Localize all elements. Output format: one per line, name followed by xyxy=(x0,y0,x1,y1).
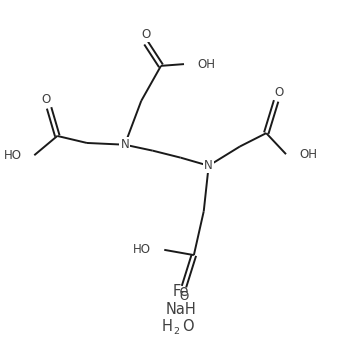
Text: H: H xyxy=(161,319,173,334)
Text: HO: HO xyxy=(133,244,150,256)
Text: O: O xyxy=(182,319,194,334)
Text: O: O xyxy=(179,290,189,303)
Text: N: N xyxy=(120,138,129,151)
Text: NaH: NaH xyxy=(165,302,196,317)
Text: HO: HO xyxy=(4,149,22,162)
Text: Fe: Fe xyxy=(173,284,189,299)
Text: OH: OH xyxy=(198,58,216,70)
Text: 2: 2 xyxy=(173,327,180,336)
Text: O: O xyxy=(275,86,284,99)
Text: OH: OH xyxy=(300,148,318,161)
Text: N: N xyxy=(204,159,213,172)
Text: O: O xyxy=(142,28,151,41)
Text: O: O xyxy=(41,93,50,106)
